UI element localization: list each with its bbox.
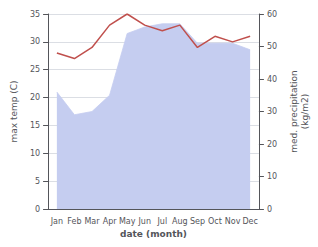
svg-text:med. precipitation: med. precipitation [289,70,299,152]
svg-text:Jan: Jan [50,217,63,226]
svg-text:20: 20 [30,93,40,102]
svg-text:30: 30 [30,37,40,46]
svg-text:50: 50 [267,42,277,51]
svg-text:Nov: Nov [225,217,241,226]
svg-text:20: 20 [267,140,277,149]
svg-text:30: 30 [267,107,277,116]
svg-text:10: 10 [30,149,40,158]
svg-text:40: 40 [267,75,277,84]
svg-text:May: May [119,217,136,226]
svg-text:Dec: Dec [242,217,257,226]
svg-text:(kg/m2): (kg/m2) [300,94,310,129]
svg-text:Mar: Mar [84,217,100,226]
svg-text:Feb: Feb [67,217,81,226]
svg-text:0: 0 [35,205,40,214]
svg-text:Oct: Oct [208,217,222,226]
svg-text:0: 0 [267,205,272,214]
svg-text:10: 10 [267,172,277,181]
svg-text:5: 5 [35,177,40,186]
svg-text:date (month): date (month) [120,229,187,239]
svg-text:Aug: Aug [172,217,188,226]
svg-text:25: 25 [30,65,40,74]
svg-text:15: 15 [30,121,40,130]
svg-text:60: 60 [267,10,277,19]
svg-text:Apr: Apr [103,217,118,226]
svg-text:max temp (C): max temp (C) [9,80,19,142]
svg-text:Jul: Jul [156,217,167,226]
svg-text:35: 35 [30,10,40,19]
svg-text:Jun: Jun [137,217,151,226]
svg-text:Sep: Sep [190,217,205,226]
